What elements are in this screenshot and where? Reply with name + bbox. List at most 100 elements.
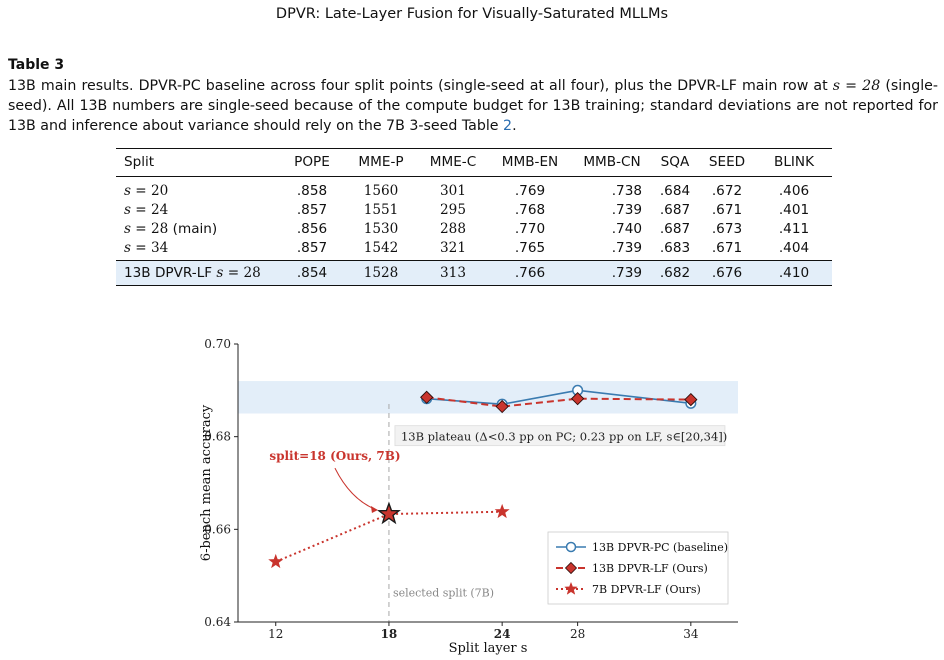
table-cell: .411 <box>778 220 810 237</box>
highlight-annotation: split=18 (Ours, 7B) <box>269 449 400 463</box>
table-cell: .854 <box>280 260 344 286</box>
table-cell: 301 <box>440 182 466 199</box>
table-cell: 1530 <box>363 220 399 237</box>
table-row: s = 28 (main) .856 1530 288 .770 .740 .687 .673… <box>116 219 832 238</box>
column-header: POPE <box>280 148 344 177</box>
table-cell: .410 <box>756 260 832 286</box>
y-tick-label: 0.68 <box>204 430 231 444</box>
table-cell: .857 <box>296 201 328 218</box>
plateau-band <box>238 381 738 414</box>
split-cell: 13B DPVR-LF s = 28 <box>116 260 280 286</box>
column-header: MME-C <box>418 148 488 177</box>
table-cell: 1528 <box>344 260 418 286</box>
table-cell: .739 <box>611 201 642 218</box>
split-variable: s <box>124 201 131 218</box>
legend-marker <box>565 541 577 553</box>
table-cell: .739 <box>611 239 642 256</box>
table-cell: .765 <box>514 239 546 256</box>
x-tick-label: 28 <box>570 627 585 641</box>
split-value: = 24 <box>130 201 169 218</box>
split-layer-chart: 0.64 0.66 0.68 0.70 12 18 24 28 34 Split layer s 6… <box>199 337 738 656</box>
column-header: SQA <box>652 148 698 177</box>
column-header: BLINK <box>756 148 832 177</box>
table-cell: .671 <box>711 201 743 218</box>
legend-marker <box>564 581 578 595</box>
table-cell: 288 <box>440 220 466 237</box>
table-cell: .404 <box>778 239 810 256</box>
y-tick-label: 0.64 <box>204 615 231 629</box>
caption-text-1: 13B main results. DPVR-PC baseline acros… <box>8 78 833 94</box>
table-header-row: Split POPE MME-P MME-C MMB-EN MMB-CN SQA… <box>116 148 832 177</box>
split-suffix: (main) <box>168 220 218 237</box>
table-cell: .687 <box>659 220 691 237</box>
series-line-1 <box>426 396 691 408</box>
split-value: = 28 <box>130 220 169 237</box>
table-cell: .683 <box>659 239 691 256</box>
column-header: MMB-CN <box>572 148 652 177</box>
data-point <box>570 392 585 406</box>
running-head: DPVR: Late-Layer Fusion for Visually-Sat… <box>275 6 669 22</box>
table-cell: .857 <box>296 239 328 256</box>
caption-text-3: . <box>512 118 517 134</box>
data-point <box>268 553 284 569</box>
table-cell: .769 <box>514 182 546 199</box>
table-cell: 313 <box>418 260 488 286</box>
legend-label: 13B DPVR-PC (baseline) <box>592 541 728 554</box>
table-cell: .682 <box>652 260 698 286</box>
table-cell: .738 <box>611 182 642 199</box>
results-table: Split POPE MME-P MME-C MMB-EN MMB-CN SQA… <box>116 148 832 286</box>
table-ref-link[interactable]: 2 <box>503 118 513 134</box>
table-cell: .672 <box>711 182 743 199</box>
table-cell: 1542 <box>363 239 399 256</box>
table-cell: .740 <box>611 220 642 237</box>
table-row: s = 34 .857 1542 321 .765 .739 .683 .671 .404 <box>116 238 832 261</box>
lf-main-row: 13B DPVR-LF s = 28 .854 1528 313 .766 .7… <box>116 260 832 286</box>
x-tick-label: 34 <box>683 627 699 641</box>
y-tick-label: 0.70 <box>204 337 231 351</box>
table-cell: .766 <box>488 260 572 286</box>
split-prefix: 13B DPVR-LF <box>124 265 217 281</box>
table-row: s = 20 .858 1560 301 .769 .738 .684 .672 .406 <box>116 177 832 201</box>
plateau-annotation: 13B plateau (Δ<0.3 pp on PC; 0.23 pp on … <box>401 430 727 444</box>
highlight-arrow <box>334 467 378 511</box>
split-variable: s <box>124 182 131 199</box>
data-point <box>376 501 401 525</box>
data-point <box>495 399 509 414</box>
legend-label: 13B DPVR-LF (Ours) <box>592 562 708 575</box>
split-cell: s = 20 <box>116 177 280 201</box>
table-cell: 295 <box>440 201 466 218</box>
legend-marker <box>564 561 578 575</box>
table-cell: .406 <box>778 182 810 199</box>
x-tick-label: 24 <box>494 627 511 641</box>
table-cell: .401 <box>778 201 810 218</box>
table-cell: .768 <box>514 201 546 218</box>
y-axis-label: 6-bench mean accuracy <box>199 404 214 561</box>
caption-text-2: (single-seed). All 13B numbers are singl… <box>8 78 938 134</box>
table-cell: .671 <box>711 239 743 256</box>
table-cell: .739 <box>572 260 652 286</box>
data-point <box>420 390 434 404</box>
split-value: = 28 <box>223 265 261 281</box>
legend-label: 7B DPVR-LF (Ours) <box>592 583 701 596</box>
table-cell: .676 <box>698 260 756 286</box>
table-label: Table 3 <box>8 57 65 73</box>
split-variable: s <box>124 220 131 237</box>
split-cell: s = 34 <box>116 238 280 261</box>
plateau-annotation-box <box>394 425 726 447</box>
table-cell: .770 <box>514 220 546 237</box>
table-cell: .684 <box>659 182 691 199</box>
split-cell: s = 28 (main) <box>116 219 280 238</box>
table-cell: .856 <box>296 220 328 237</box>
y-tick-label: 0.66 <box>204 522 231 536</box>
series-line-2 <box>275 510 503 563</box>
data-point <box>684 392 698 407</box>
split-cell: s = 24 <box>116 200 280 219</box>
x-tick-label: 12 <box>268 627 283 641</box>
table-cell: .687 <box>659 201 691 218</box>
split-value: = 20 <box>130 182 169 199</box>
table-cell: .858 <box>296 182 328 199</box>
column-header: SEED <box>698 148 756 177</box>
split-value: = 34 <box>130 239 169 256</box>
table-cell: .673 <box>711 220 743 237</box>
